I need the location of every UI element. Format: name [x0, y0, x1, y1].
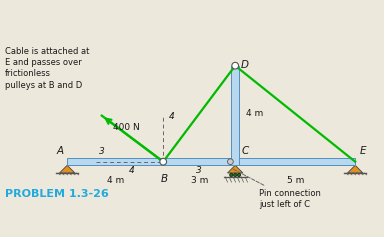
Text: D: D: [240, 59, 248, 69]
Text: C: C: [242, 146, 249, 156]
Text: Pin connection
just left of C: Pin connection just left of C: [233, 169, 321, 209]
Text: E: E: [359, 146, 366, 156]
Circle shape: [227, 159, 233, 164]
Text: A: A: [56, 146, 64, 156]
Text: 5 m: 5 m: [286, 176, 304, 185]
Text: 4 m: 4 m: [107, 176, 124, 185]
FancyBboxPatch shape: [67, 158, 355, 165]
Text: 400 N: 400 N: [113, 123, 140, 132]
Circle shape: [237, 173, 241, 177]
FancyBboxPatch shape: [231, 66, 239, 165]
Polygon shape: [348, 165, 363, 173]
Text: 4: 4: [129, 166, 135, 175]
Text: 3 m: 3 m: [190, 176, 208, 185]
Text: 3: 3: [99, 147, 105, 156]
Circle shape: [230, 173, 233, 177]
Text: B: B: [161, 174, 168, 184]
Circle shape: [233, 173, 237, 177]
Text: PROBLEM 1.3-26: PROBLEM 1.3-26: [5, 189, 109, 199]
Polygon shape: [227, 165, 243, 173]
Circle shape: [160, 158, 167, 165]
Circle shape: [232, 62, 238, 69]
Text: 4 m: 4 m: [246, 109, 263, 118]
Text: Cable is attached at
E and passes over
frictionless
pulleys at B and D: Cable is attached at E and passes over f…: [5, 46, 89, 90]
Text: 3: 3: [196, 166, 202, 175]
Text: 4: 4: [169, 112, 174, 121]
Polygon shape: [60, 165, 75, 173]
